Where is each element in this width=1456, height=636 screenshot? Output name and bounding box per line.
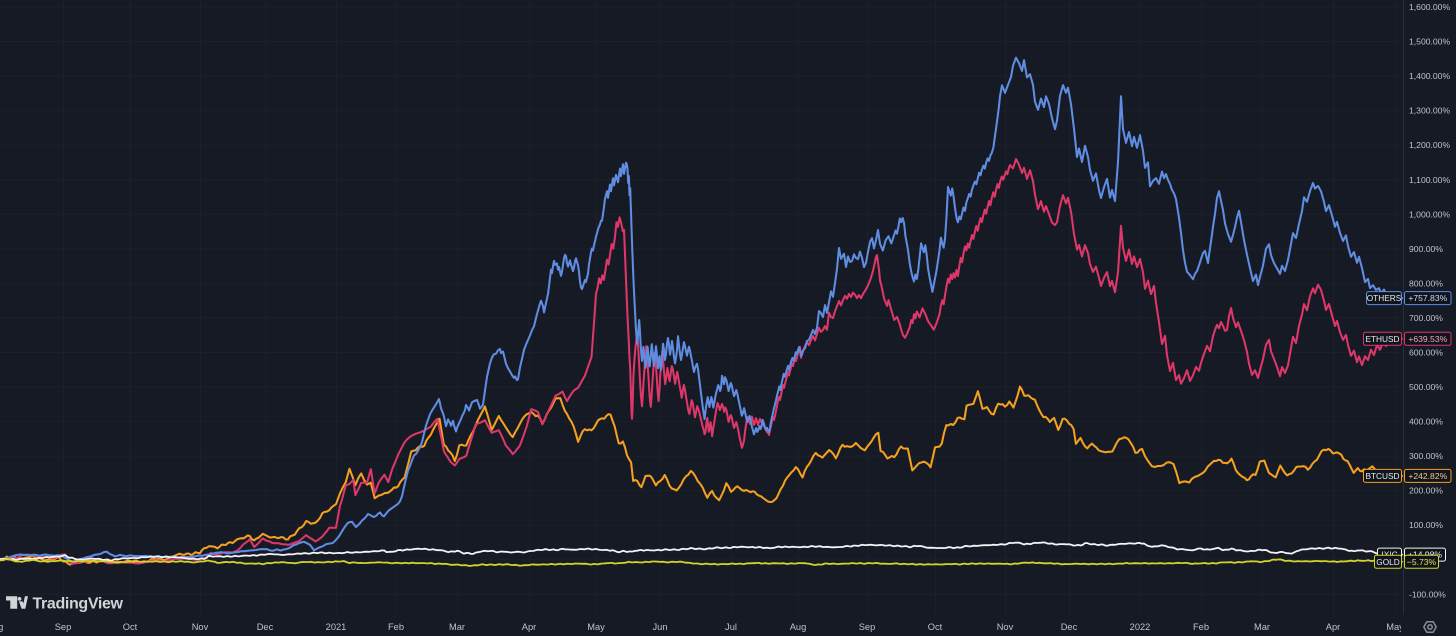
svg-text:500.00%: 500.00% [1409,382,1443,392]
svg-text:-100.00%: -100.00% [1409,589,1446,599]
svg-text:Mar: Mar [1254,622,1270,632]
svg-text:1,200.00%: 1,200.00% [1409,140,1450,150]
svg-text:May: May [1386,622,1404,632]
svg-text:400.00%: 400.00% [1409,417,1443,427]
svg-text:IXIC: IXIC [1381,550,1397,560]
svg-text:Aug: Aug [790,622,807,632]
svg-text:1,400.00%: 1,400.00% [1409,71,1450,81]
svg-text:GOLD: GOLD [1376,557,1400,567]
svg-text:2021: 2021 [326,622,347,632]
svg-text:Sep: Sep [55,622,72,632]
svg-text:900.00%: 900.00% [1409,244,1443,254]
svg-text:Nov: Nov [997,622,1014,632]
svg-text:800.00%: 800.00% [1409,278,1443,288]
svg-text:1,500.00%: 1,500.00% [1409,37,1450,47]
svg-text:Apr: Apr [522,622,536,632]
svg-text:Jun: Jun [653,622,668,632]
svg-text:−5.73%: −5.73% [1407,557,1437,567]
svg-text:Feb: Feb [388,622,404,632]
svg-text:1,600.00%: 1,600.00% [1409,2,1450,12]
svg-text:+639.53%: +639.53% [1408,334,1447,344]
svg-text:+757.83%: +757.83% [1408,293,1447,303]
svg-text:700.00%: 700.00% [1409,313,1443,323]
svg-text:Aug: Aug [0,622,3,632]
svg-text:300.00%: 300.00% [1409,451,1443,461]
svg-text:TradingView: TradingView [33,595,124,612]
svg-text:Nov: Nov [192,622,209,632]
svg-text:Jul: Jul [725,622,737,632]
svg-text:May: May [587,622,605,632]
svg-text:Dec: Dec [257,622,274,632]
svg-text:Mar: Mar [449,622,465,632]
svg-text:Apr: Apr [1326,622,1340,632]
svg-text:Sep: Sep [859,622,876,632]
svg-text:Dec: Dec [1061,622,1078,632]
svg-text:2022: 2022 [1130,622,1151,632]
svg-text:1,000.00%: 1,000.00% [1409,209,1450,219]
svg-text:+242.82%: +242.82% [1408,471,1447,481]
svg-text:+14.98%: +14.98% [1408,550,1443,560]
svg-text:Oct: Oct [123,622,138,632]
svg-text:Oct: Oct [928,622,943,632]
svg-text:100.00%: 100.00% [1409,520,1443,530]
svg-text:BTCUSD: BTCUSD [1365,471,1399,481]
svg-text:200.00%: 200.00% [1409,486,1443,496]
svg-text:OTHERS: OTHERS [1367,293,1402,303]
svg-text:Feb: Feb [1193,622,1209,632]
svg-text:ETHUSD: ETHUSD [1365,334,1399,344]
svg-text:1,100.00%: 1,100.00% [1409,175,1450,185]
svg-text:1,300.00%: 1,300.00% [1409,106,1450,116]
svg-text:600.00%: 600.00% [1409,348,1443,358]
